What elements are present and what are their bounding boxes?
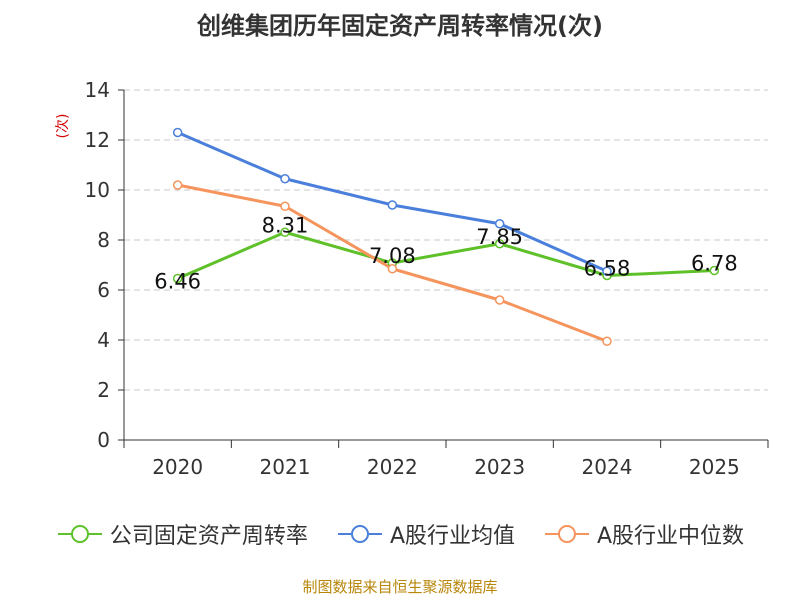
legend-item-industry-mean[interactable]: A股行业均值 [336,518,515,550]
y-tick-label: 12 [85,128,110,152]
legend-marker-industry-mean [337,525,382,543]
legend-label-industry-median: A股行业中位数 [597,524,745,549]
data-label: 7.85 [476,225,523,249]
data-point-0 [494,239,505,249]
y-tick-label: 6 [97,278,110,302]
data-point-2 [494,295,505,305]
data-point-0 [709,265,720,276]
legend-item-industry-median[interactable]: A股行业中位数 [543,518,744,550]
y-tick-label: 4 [97,328,110,352]
data-point-0 [280,227,290,237]
data-source-note: 制图数据来自恒生聚源数据库 [302,578,498,596]
y-tick-label: 8 [97,228,110,252]
x-tick-label: 2024 [582,455,633,479]
data-point-0 [172,273,183,284]
data-label: 6.46 [154,270,201,294]
data-point-2 [280,201,290,211]
legend-item-company[interactable]: 公司固定资产周转率 [56,518,308,550]
data-point-1 [172,127,183,138]
data-point-2 [172,180,183,190]
series-line-0 [177,230,715,280]
y-axis-label: (次) [55,114,71,139]
legend-label-industry-mean: A股行业均值 [389,524,515,549]
x-tick-label: 2023 [474,455,525,479]
data-point-1 [602,266,612,276]
x-tick-label: 2020 [152,455,203,479]
data-point-1 [387,200,398,210]
y-tick-label: 0 [97,428,110,452]
data-label: 6.78 [691,252,738,276]
y-tick-label: 10 [85,178,110,202]
chart-title: 创维集团历年固定资产周转率情况(次) [197,12,603,40]
y-tick-label: 14 [85,78,110,102]
legend-marker-industry-median [545,525,589,543]
data-label: 7.08 [369,244,416,268]
x-tick-label: 2021 [260,455,311,479]
y-tick-label: 2 [97,378,110,402]
data-point-2 [387,264,398,274]
data-point-1 [494,219,505,229]
legend-marker-company [57,525,102,543]
legend: 公司固定资产周转率 A股行业均值 A股行业中位数 [0,518,800,550]
data-label: 6.58 [584,257,631,281]
data-point-1 [280,174,290,184]
x-tick-label: 2025 [689,455,740,479]
legend-label-company: 公司固定资产周转率 [109,524,308,549]
data-point-2 [602,336,612,346]
x-tick-label: 2022 [367,455,418,479]
data-label: 8.31 [262,213,309,237]
